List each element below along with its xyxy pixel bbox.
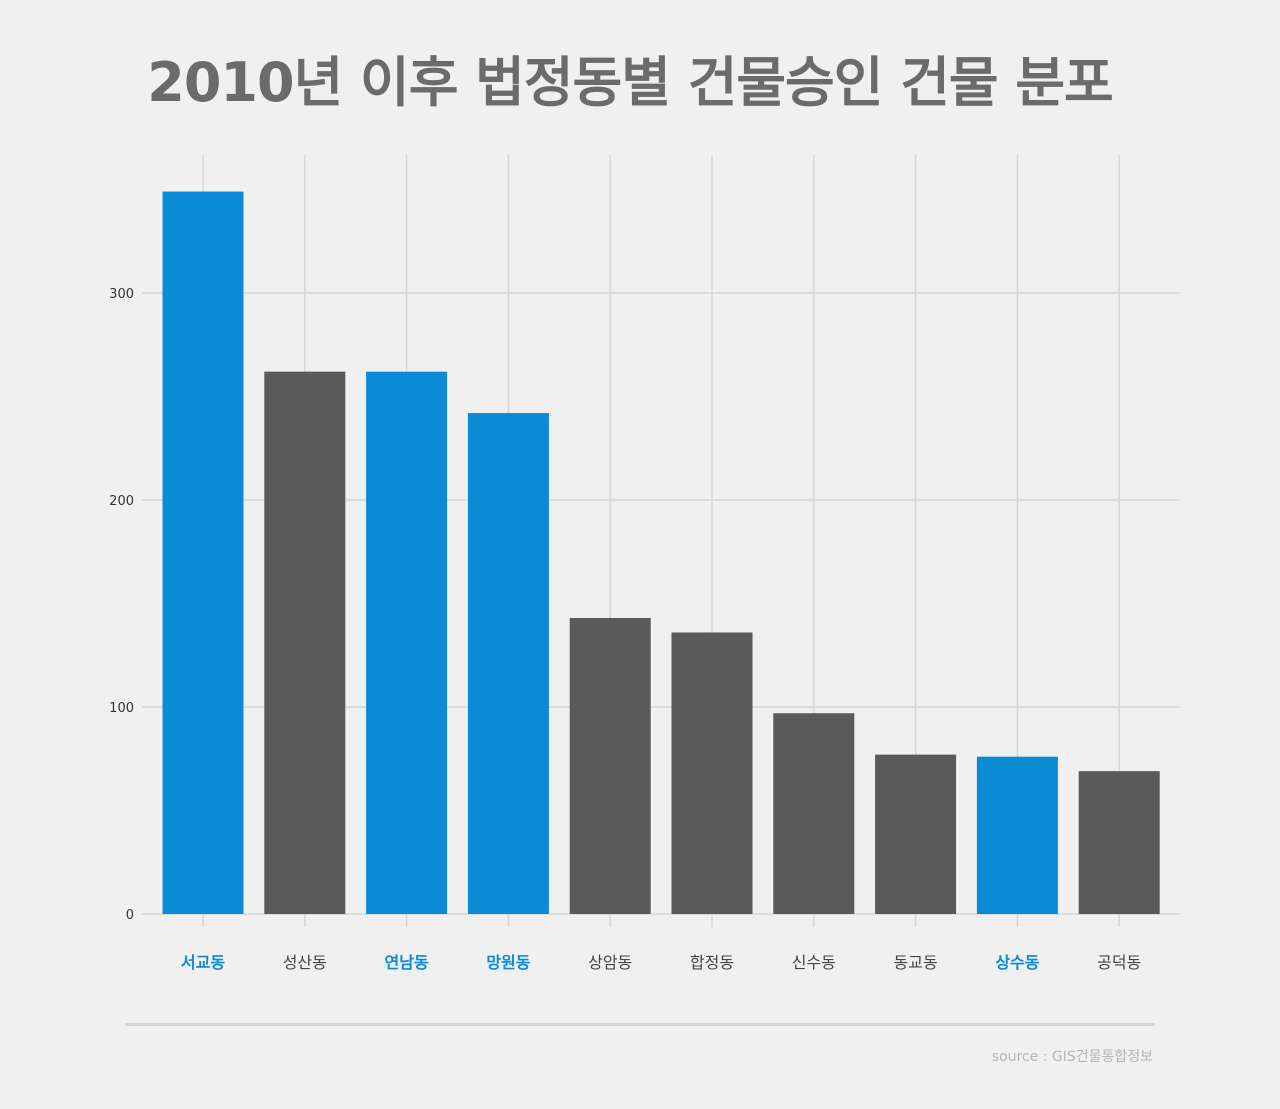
- bar-9: [976, 756, 1058, 914]
- bar-10: [1078, 771, 1160, 914]
- x-axis-labels: 서교동 성산동 연남동 망원동 상암동 합정동 신수동 동교동 상수동 공덕동: [181, 953, 1141, 972]
- chart-title: 2010년 이후 법정동별 건물승인 건물 분포: [147, 51, 1114, 114]
- x-tick-label: 동교동: [894, 953, 938, 972]
- source-note: source : GIS건물통합정보: [991, 1049, 1153, 1065]
- source-divider: [125, 1023, 1155, 1026]
- bar-6: [671, 632, 753, 914]
- bar-8: [875, 754, 957, 914]
- x-tick-label: 합정동: [690, 953, 734, 972]
- bar-7: [773, 713, 855, 914]
- x-tick-label: 망원동: [486, 953, 530, 972]
- x-tick-label: 공덕동: [1097, 953, 1141, 972]
- x-tick-label: 연남동: [385, 953, 429, 972]
- y-tick-label: 100: [109, 701, 134, 716]
- bar-1: [162, 191, 244, 914]
- y-tick-label: 200: [109, 494, 134, 509]
- y-tick-label: 300: [109, 287, 134, 302]
- x-tick-label: 신수동: [792, 953, 836, 972]
- y-axis-ticks: 0 100 200 300: [109, 287, 134, 923]
- y-tick-label: 0: [126, 908, 134, 923]
- x-tick-label: 성산동: [283, 953, 327, 972]
- bars-layer: [162, 191, 1160, 914]
- bar-5: [569, 617, 651, 914]
- x-tick-label: 상암동: [588, 953, 632, 972]
- bar-2: [264, 371, 346, 914]
- bar-4: [467, 413, 549, 914]
- bar-3: [366, 371, 448, 914]
- x-tick-label: 서교동: [181, 953, 225, 972]
- x-tick-label: 상수동: [995, 953, 1039, 972]
